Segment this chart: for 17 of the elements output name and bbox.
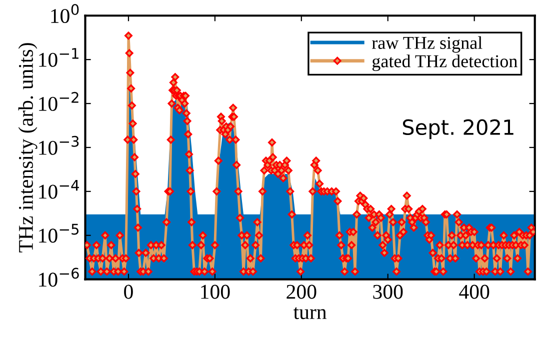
y-tick-label: 10$^{−3}$ xyxy=(39,136,79,155)
y-tick-label: 10$^{−2}$ xyxy=(39,92,78,111)
x-axis-title: turn xyxy=(293,307,327,320)
y-tick-label: 10$^{−4}$ xyxy=(39,180,79,199)
legend-label: gated THz detection xyxy=(372,54,518,72)
legend-label: raw THz signal xyxy=(372,36,482,53)
y-axis-title: THz intensity (arb. units) xyxy=(18,43,38,252)
y-tick-label: 10$^{−1}$ xyxy=(39,48,78,67)
annotation: Sept. 2021 xyxy=(402,119,514,140)
x-tick-label: 0 xyxy=(124,284,133,299)
x-tick-label: 200 xyxy=(286,284,316,299)
x-tick-label: 300 xyxy=(373,284,403,299)
x-tick-label: 100 xyxy=(201,284,230,299)
x-tick-label: 400 xyxy=(459,284,490,299)
y-tick-label: 10$^{0}$ xyxy=(51,4,79,24)
y-tick-label: 10$^{−5}$ xyxy=(39,224,79,243)
y-tick-label: 10$^{−6}$ xyxy=(39,268,79,287)
